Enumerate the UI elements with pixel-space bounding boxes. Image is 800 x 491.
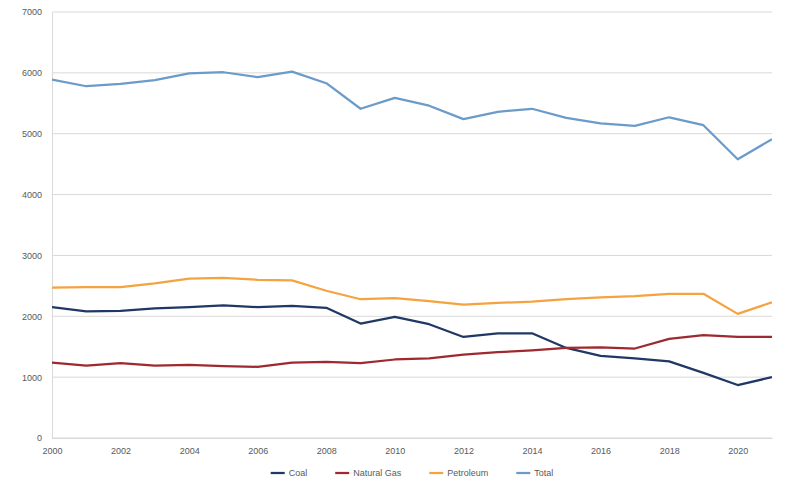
legend-item: Natural Gas <box>335 468 402 478</box>
x-tick-label: 2016 <box>591 446 611 456</box>
x-tick-label: 2004 <box>180 446 200 456</box>
x-tick: 2006 <box>248 438 268 456</box>
legend-label: Petroleum <box>447 468 488 478</box>
y-tick-label: 6000 <box>22 68 42 78</box>
x-tick-label: 2006 <box>248 446 268 456</box>
grid-line <box>52 194 772 195</box>
y-tick: 1000 <box>22 373 52 383</box>
x-tick: 2004 <box>180 438 200 456</box>
x-tick-label: 2012 <box>454 446 474 456</box>
x-tick: 2014 <box>522 438 542 456</box>
grid-line <box>52 316 772 317</box>
x-tick-label: 2018 <box>660 446 680 456</box>
legend-swatch <box>429 472 443 474</box>
y-tick: 3000 <box>22 251 52 261</box>
grid <box>52 12 772 438</box>
series-line <box>52 335 772 367</box>
plot-area: 0100020003000400050006000700020002002200… <box>22 7 773 456</box>
legend-label: Natural Gas <box>353 468 402 478</box>
y-tick-label: 4000 <box>22 190 42 200</box>
series-line <box>52 72 772 160</box>
grid-line <box>52 255 772 256</box>
grid-line <box>52 133 772 134</box>
grid-line <box>52 377 772 378</box>
x-tick-label: 2002 <box>111 446 131 456</box>
y-axis: 0 1000 2000 3000 4000 5000 6000 7000 <box>22 7 53 443</box>
y-tick-label: 2000 <box>22 312 42 322</box>
y-tick-label: 3000 <box>22 251 42 261</box>
legend-swatch <box>335 472 349 474</box>
x-tick: 2020 <box>728 438 748 456</box>
y-tick-label: 5000 <box>22 129 42 139</box>
y-tick: 6000 <box>22 68 52 78</box>
legend-item: Total <box>516 468 553 478</box>
series-line <box>52 305 772 385</box>
x-tick: 2012 <box>454 438 474 456</box>
x-tick-label: 2008 <box>317 446 337 456</box>
y-tick: 4000 <box>22 190 52 200</box>
y-tick-label: 0 <box>37 433 42 443</box>
x-tick: 2008 <box>317 438 337 456</box>
x-tick: 2002 <box>111 438 131 456</box>
x-tick-label: 2014 <box>522 446 542 456</box>
legend-swatch <box>516 472 530 474</box>
grid-line <box>52 72 772 73</box>
x-axis-line <box>53 438 773 439</box>
x-tick-label: 2010 <box>385 446 405 456</box>
x-tick: 2000 <box>42 438 62 456</box>
legend-item: Coal <box>271 468 308 478</box>
lines <box>52 72 772 385</box>
chart: 0100020003000400050006000700020002002200… <box>0 0 800 491</box>
x-tick: 2010 <box>385 438 405 456</box>
x-tick-label: 2020 <box>728 446 748 456</box>
y-axis-line <box>52 13 53 439</box>
legend-label: Total <box>534 468 553 478</box>
series-line <box>52 278 772 314</box>
grid-line <box>52 12 772 13</box>
legend: Coal Natural Gas Petroleum Total <box>271 468 554 478</box>
legend-label: Coal <box>289 468 308 478</box>
y-tick-label: 7000 <box>22 7 42 17</box>
x-tick-label: 2000 <box>42 446 62 456</box>
y-tick: 0 <box>37 433 52 443</box>
x-axis: 2000 2002 2004 2006 2008 2010 2012 2014 2016 2018… <box>42 438 772 456</box>
legend-swatch <box>271 472 285 474</box>
y-tick: 7000 <box>22 7 52 17</box>
grid-line <box>52 438 772 439</box>
x-tick: 2018 <box>660 438 680 456</box>
y-tick: 5000 <box>22 129 52 139</box>
legend-item: Petroleum <box>429 468 488 478</box>
y-tick-label: 1000 <box>22 373 42 383</box>
y-tick: 2000 <box>22 312 52 322</box>
x-tick: 2016 <box>591 438 611 456</box>
